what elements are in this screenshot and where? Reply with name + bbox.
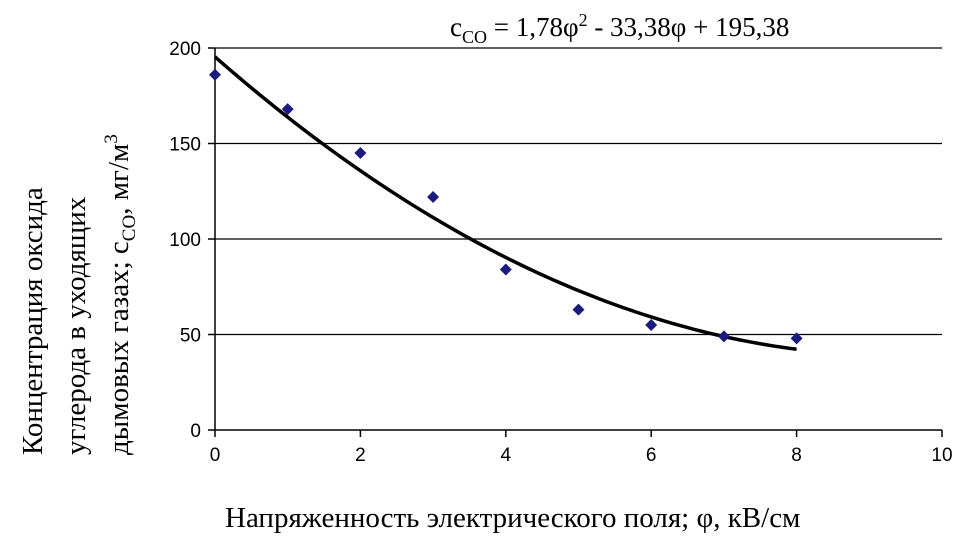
data-point [645,318,658,331]
y-tick-label: 150 [169,135,201,156]
y-tick-label: 50 [180,326,201,347]
data-point [354,147,367,160]
y-axis-label-line-3: дымовых газах; cCO, мг/м3 [101,134,140,455]
data-point [572,303,585,316]
y-axis-label-line-2: углерода в уходящих [60,196,92,455]
data-point [717,330,730,343]
y-tick-label: 0 [190,421,201,442]
data-point [499,263,512,276]
trendline [213,55,797,352]
y-axis-label: Концентрация оксида углерода в уходящих … [17,134,140,455]
x-tick-label: 0 [210,445,221,466]
x-ticks: 0 2 4 6 8 10 [210,430,953,466]
y-ticks: 0 50 100 150 200 [169,39,215,442]
x-tick-label: 6 [646,445,657,466]
grid-lines [215,47,942,336]
y-tick-label: 100 [169,230,201,251]
x-tick-label: 4 [501,445,512,466]
x-tick-label: 8 [791,445,802,466]
x-axis-label: Напряженность электрического поля; φ, кВ… [225,502,800,534]
data-point [281,103,294,116]
data-points [209,68,803,345]
data-point [427,190,440,203]
x-tick-label: 10 [931,445,952,466]
y-tick-label: 200 [169,39,201,60]
data-point [790,332,803,345]
y-axis-label-line-1: Концентрация оксида [17,187,49,455]
x-tick-label: 2 [355,445,366,466]
trendline-equation: cCO = 1,78φ2 - 33,38φ + 195,38 [450,10,789,47]
data-point [209,68,221,81]
